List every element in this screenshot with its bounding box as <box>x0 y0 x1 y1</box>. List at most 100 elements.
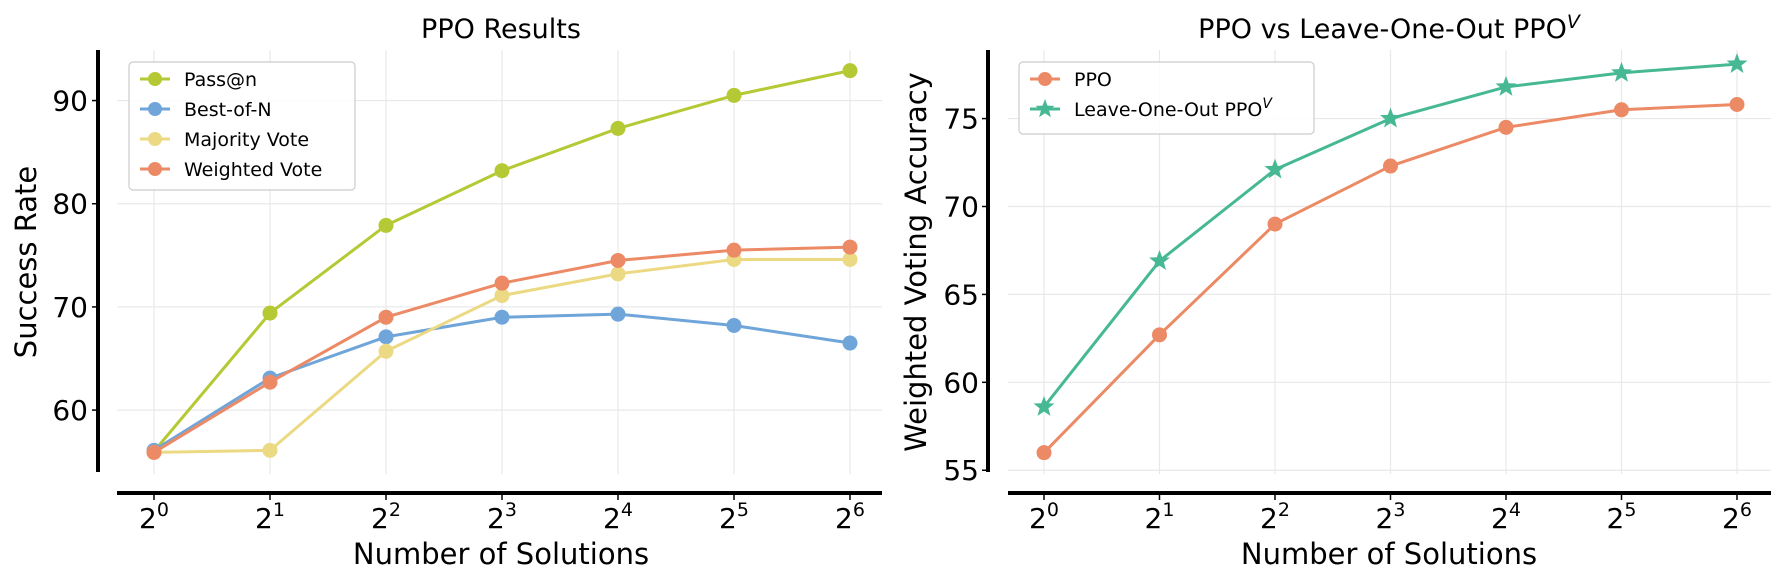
data-point <box>610 120 626 136</box>
data-point <box>842 239 858 255</box>
series-leave-one-out-ppo <box>1033 53 1748 416</box>
y-tick-label: 70 <box>52 291 88 324</box>
data-point <box>1614 102 1629 118</box>
chart-left-x-ticks: 20 21 22 23 24 25 26 <box>139 493 865 535</box>
y-tick-label: 65 <box>943 278 979 311</box>
data-point <box>1495 75 1517 96</box>
y-tick-label: 60 <box>943 366 979 399</box>
data-point <box>1267 216 1283 232</box>
data-point <box>1036 445 1052 461</box>
x-tick-label: 22 <box>371 499 401 535</box>
legend-item: Best-of-N <box>140 99 272 121</box>
data-point <box>378 343 394 359</box>
chart-right-y-ticks: 55 60 65 70 75 <box>943 103 988 487</box>
x-tick-label: 25 <box>719 499 749 535</box>
y-tick-label: 90 <box>52 85 88 118</box>
chart-left-y-ticks: 60 70 80 90 <box>52 85 98 427</box>
x-tick-label: 24 <box>1491 499 1521 535</box>
data-point <box>494 288 510 304</box>
x-tick-label: 23 <box>1376 499 1406 535</box>
x-tick-label: 21 <box>255 499 285 535</box>
data-point <box>494 309 510 325</box>
x-tick-label: 24 <box>603 499 633 535</box>
legend-item: Weighted Vote <box>140 159 322 181</box>
data-point <box>1729 97 1745 113</box>
data-point <box>726 242 742 258</box>
data-point <box>494 275 510 291</box>
y-tick-label: 55 <box>943 454 979 487</box>
chart-right-x-ticks: 20 21 22 23 24 25 26 <box>1029 493 1752 535</box>
x-tick-label: 26 <box>835 499 865 535</box>
data-point <box>262 305 278 321</box>
legend-item: Majority Vote <box>140 129 309 151</box>
legend-marker <box>1038 72 1052 86</box>
data-point <box>726 317 742 333</box>
data-point <box>378 309 394 325</box>
data-point <box>610 306 626 322</box>
chart-right-x-label: Number of Solutions <box>1241 537 1537 571</box>
legend-frame <box>128 61 356 191</box>
y-tick-label: 70 <box>943 190 979 223</box>
legend-item: PPO <box>1030 69 1112 91</box>
legend-label: Weighted Vote <box>184 159 322 181</box>
data-point <box>842 335 858 351</box>
chart-left-legend: Pass@n Best-of-N Majority Vote Weighted Vot… <box>128 61 356 191</box>
chart-right-legend: PPO Leave-One-Out PPOV <box>1018 61 1315 135</box>
legend-label: Majority Vote <box>184 129 309 151</box>
chart-left-y-label: Success Rate <box>9 166 43 358</box>
x-tick-label: 22 <box>1260 499 1290 535</box>
legend-marker <box>148 132 162 146</box>
x-tick-label: 23 <box>487 499 517 535</box>
y-tick-label: 60 <box>52 394 88 427</box>
data-point <box>1498 119 1514 135</box>
legend-item: Leave-One-Out PPOV <box>1030 96 1273 121</box>
chart-left-x-label: Number of Solutions <box>353 537 649 571</box>
legend-item: Pass@n <box>140 69 257 91</box>
data-point <box>842 63 858 79</box>
x-tick-label: 25 <box>1607 499 1637 535</box>
data-point <box>1380 107 1401 128</box>
data-point <box>1264 158 1286 179</box>
legend-label: Best-of-N <box>184 99 272 121</box>
legend-marker <box>1035 99 1055 118</box>
y-tick-label: 75 <box>943 103 979 136</box>
x-tick-label: 26 <box>1722 499 1752 535</box>
chart-left-series <box>146 63 858 460</box>
data-point <box>378 217 394 233</box>
chart-left-title: PPO Results <box>421 14 581 45</box>
series-weighted-vote <box>146 239 858 460</box>
data-point <box>1383 158 1398 174</box>
data-point <box>262 442 278 458</box>
legend-marker <box>148 72 162 86</box>
data-point <box>610 252 626 268</box>
data-point <box>262 374 278 390</box>
chart-right-title: PPO vs Leave-One-Out PPOV <box>1198 11 1582 45</box>
legend-label: Pass@n <box>184 69 257 91</box>
chart-left: PPO Results 60 70 80 90 20 21 22 23 24 25 26 Succ… <box>9 14 882 571</box>
data-point <box>726 87 742 103</box>
legend-label: PPO <box>1074 69 1112 91</box>
data-point <box>1726 53 1748 73</box>
data-point <box>1033 395 1055 416</box>
legend-marker <box>148 162 162 176</box>
chart-right-series <box>1033 53 1748 461</box>
data-point <box>1152 327 1167 343</box>
x-tick-label: 21 <box>1145 499 1175 535</box>
data-point <box>494 163 510 179</box>
series-ppo <box>1036 97 1745 461</box>
data-point <box>842 251 858 267</box>
data-point <box>610 266 626 282</box>
data-point <box>1149 250 1170 270</box>
legend-marker <box>148 102 162 116</box>
y-tick-label: 80 <box>52 188 88 221</box>
legend-frame <box>1018 61 1315 135</box>
legend-label: Leave-One-Out PPOV <box>1074 96 1273 121</box>
data-point <box>1611 61 1632 82</box>
x-tick-label: 20 <box>1029 499 1059 535</box>
data-point <box>146 444 162 460</box>
x-tick-label: 20 <box>139 499 169 535</box>
chart-right-y-label: Weighted Voting Accuracy <box>899 72 933 452</box>
data-point <box>378 329 394 345</box>
